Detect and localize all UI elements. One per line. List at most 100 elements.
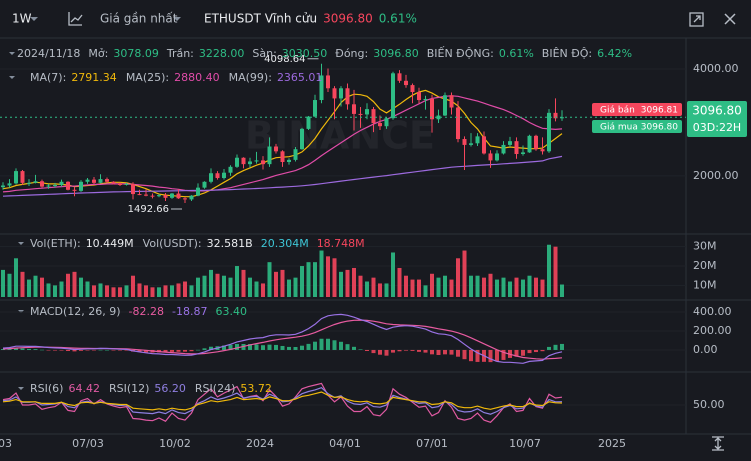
candle-body (46, 185, 51, 187)
macd-bar (92, 349, 96, 351)
candle-body (267, 146, 272, 165)
macd-title: MACD(12, 26, 9) (30, 305, 121, 318)
macd-bar (235, 343, 239, 350)
candle-body (131, 183, 135, 195)
volume-bar (111, 287, 116, 297)
volume-bar (46, 283, 51, 297)
macd-bar (53, 349, 57, 351)
volume-bar (92, 285, 96, 297)
volume-bar (488, 273, 493, 297)
volume-bar (7, 273, 12, 297)
macd-bar (267, 344, 272, 350)
candle-body (176, 193, 181, 199)
macd-bar (430, 349, 434, 355)
candle-body (72, 189, 77, 191)
candle-body (462, 139, 467, 145)
x-tick-label: 2024 (246, 437, 274, 450)
candle-body (137, 194, 142, 196)
candle-body (170, 193, 174, 198)
volume-bar (215, 273, 220, 297)
volume-bar (254, 281, 259, 297)
x-tick-label: 04/01 (329, 437, 361, 450)
macd-bar (540, 349, 545, 352)
macd-bar (404, 349, 408, 351)
macd-bar (436, 349, 441, 355)
volume-bar (72, 271, 77, 297)
volume-bar (20, 271, 25, 297)
candle-body (66, 181, 70, 190)
last-price-tag (687, 101, 747, 137)
y-tick-label: 200.00 (693, 324, 732, 337)
macd-bar (488, 349, 493, 363)
rsi-caret[interactable] (18, 387, 24, 390)
volume-bar (228, 277, 233, 297)
candle-body (443, 95, 447, 116)
volume-bar (469, 275, 473, 297)
vol-caret[interactable] (18, 242, 24, 245)
ma-caret[interactable] (9, 76, 15, 79)
vol-value: 10.449M (86, 237, 134, 250)
volume-bar (352, 267, 356, 297)
candle-body (469, 143, 473, 145)
macd-bar (449, 349, 454, 355)
ma-name: MA(7): (30, 71, 66, 84)
fit-icon[interactable] (712, 436, 724, 451)
candle-body (417, 92, 421, 101)
volume-bar (332, 258, 337, 297)
candle-body (59, 181, 64, 185)
volume-bar (456, 258, 460, 297)
close-icon[interactable] (724, 13, 736, 25)
volume-bar (267, 262, 272, 297)
rsi-name: RSI(6) (30, 382, 63, 395)
interval-caret[interactable] (30, 17, 38, 21)
expand-icon[interactable] (689, 12, 704, 27)
volume-bar (293, 277, 298, 297)
vol-name: Vol(USDT): (143, 237, 202, 250)
candle-body (1, 185, 5, 188)
volume-bar (131, 275, 135, 297)
candle-body (287, 159, 291, 163)
candle-body (27, 182, 31, 184)
macd-bar (319, 338, 324, 350)
volume-bar (384, 283, 389, 297)
macd-bar (66, 349, 70, 352)
candle-body (209, 173, 213, 182)
rsi-name: RSI(24) (195, 382, 235, 395)
macd-value: 63.40 (215, 305, 247, 318)
price-type-caret[interactable] (173, 17, 181, 21)
volume-bar (339, 271, 343, 297)
candle-body (14, 171, 18, 184)
volume-bar (66, 273, 70, 297)
candle-body (53, 184, 57, 186)
macd-bar (20, 348, 25, 350)
header-caret[interactable] (9, 52, 15, 55)
candle-body (111, 181, 116, 184)
chart-type-icon[interactable] (68, 12, 83, 26)
candle-body (254, 160, 259, 162)
vol-name: Vol(ETH): (30, 237, 81, 250)
volume-bar (560, 284, 564, 297)
bid-tag (592, 120, 682, 133)
volume-bar (449, 279, 454, 297)
candle-body (215, 173, 220, 179)
volume-bar (371, 277, 376, 297)
candle-body (527, 135, 532, 153)
candle-body (436, 115, 441, 120)
y-tick-label: 50.00 (693, 398, 725, 411)
candle-body (404, 80, 408, 86)
macd-bar (137, 349, 142, 353)
candle-body (228, 166, 233, 173)
y-tick-label: 10M (693, 278, 717, 291)
macd-bar (553, 344, 558, 350)
candle-body (40, 181, 44, 187)
macd-bar (189, 349, 194, 352)
macd-bar (423, 349, 428, 353)
rsi-value: 64.42 (68, 382, 100, 395)
macd-bar (124, 349, 129, 351)
candle-body (98, 179, 103, 183)
x-tick-label: 03 (0, 437, 12, 450)
volume-bar (365, 281, 369, 297)
volume-bar (475, 275, 480, 297)
candle-body (293, 149, 298, 160)
ask-price: 3096.81 (641, 106, 678, 116)
